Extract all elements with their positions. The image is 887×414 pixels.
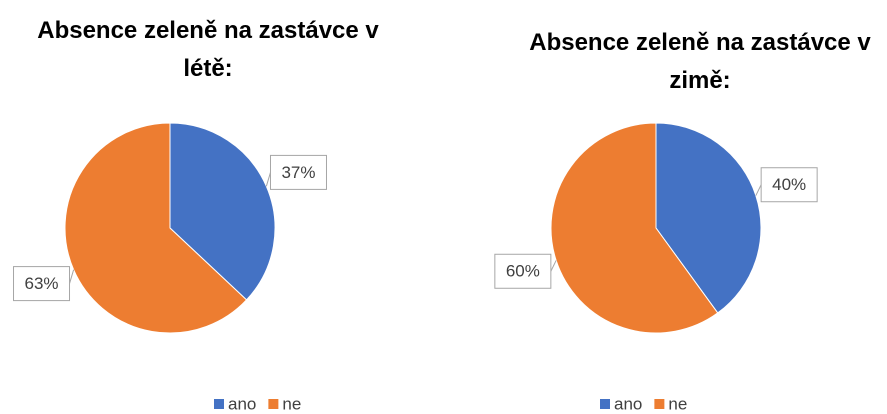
chart-title: Absence zeleně na zastávce v létě: [37,17,379,82]
pie-slice [655,122,762,314]
legend-label: ne [282,394,301,413]
pie-slice [64,122,248,334]
label-box [13,266,71,302]
label-box [760,167,818,203]
legend-swatch [654,399,665,409]
leader-line [69,269,75,284]
legend-swatch [214,399,224,409]
label-box [494,253,552,289]
data-label: 40% [772,175,806,194]
data-label: 60% [506,262,540,281]
leader-line [550,260,557,272]
data-label: 37% [281,163,315,182]
leader-line [265,172,271,187]
legend-label: ano [614,394,642,413]
legend-swatch [268,399,279,409]
pie-slice [169,122,276,301]
pie-slice [550,122,719,334]
chart-title: Absence zeleně na zastávce v zimě: [529,29,871,94]
label-box [269,154,327,190]
legend-swatch [600,399,610,409]
legend-label: ne [668,394,687,413]
leader-line [755,184,762,196]
legend-label: ano [228,394,256,413]
data-label: 63% [24,274,58,293]
